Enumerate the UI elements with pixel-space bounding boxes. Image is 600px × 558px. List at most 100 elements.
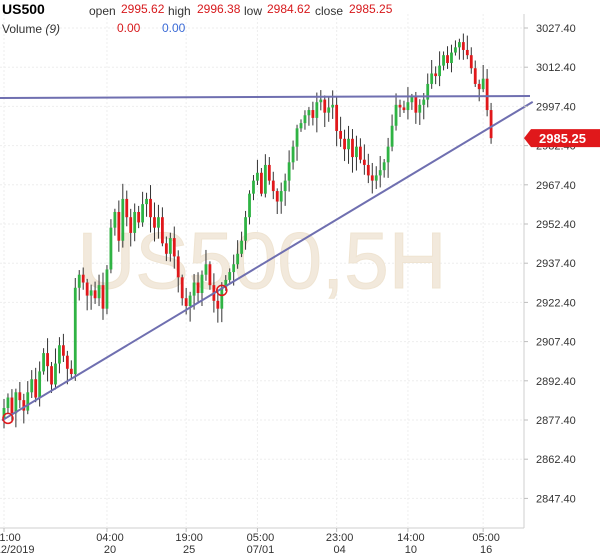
candle-body bbox=[105, 269, 109, 309]
candle-body bbox=[26, 392, 30, 411]
candle-body bbox=[366, 164, 370, 176]
chart-grid bbox=[0, 14, 525, 529]
candle-down bbox=[469, 47, 473, 74]
candle-up bbox=[38, 361, 42, 407]
candle-body bbox=[311, 110, 315, 118]
close-label: close bbox=[315, 4, 344, 18]
candle-down bbox=[267, 157, 271, 185]
candle-body bbox=[319, 99, 323, 103]
candle-up bbox=[6, 393, 10, 414]
candle-body bbox=[164, 243, 168, 254]
candle-up bbox=[315, 92, 319, 133]
candle-body bbox=[22, 400, 26, 411]
candle-body bbox=[54, 363, 57, 385]
candle-body bbox=[275, 191, 279, 202]
candle-body bbox=[402, 107, 406, 111]
candle-body bbox=[327, 107, 331, 113]
candle-up bbox=[133, 203, 137, 242]
candle-down bbox=[339, 116, 342, 147]
candle-up bbox=[30, 370, 34, 398]
candle-body bbox=[446, 55, 449, 64]
candle-down bbox=[434, 66, 438, 85]
trendline-touch-marker bbox=[2, 412, 14, 425]
candle-up bbox=[157, 204, 160, 239]
candle-up bbox=[374, 166, 378, 190]
candle-body bbox=[303, 115, 307, 124]
last-price-tag: 2985.25 bbox=[524, 129, 600, 148]
candle-down bbox=[18, 381, 22, 409]
candle-body bbox=[192, 282, 196, 296]
candle-up bbox=[141, 191, 144, 227]
candle-body bbox=[283, 180, 287, 192]
candle-up bbox=[382, 159, 386, 178]
volume-value-down: 0.00 bbox=[117, 21, 141, 35]
candle-body bbox=[34, 379, 38, 398]
resistance-line[interactable] bbox=[0, 94, 531, 99]
candlestick-series bbox=[2, 33, 493, 429]
candle-body bbox=[10, 397, 14, 414]
candle-down bbox=[101, 272, 105, 320]
candle-body bbox=[418, 104, 422, 113]
candle-up bbox=[2, 398, 6, 429]
candle-body bbox=[323, 99, 327, 113]
candle-body bbox=[240, 240, 243, 254]
candle-body bbox=[58, 345, 61, 364]
candle-body bbox=[137, 211, 141, 223]
open-label: open bbox=[89, 4, 116, 18]
candle-body bbox=[260, 172, 263, 194]
candle-up bbox=[327, 96, 331, 122]
candle-up bbox=[105, 265, 109, 315]
candle-body bbox=[224, 279, 228, 288]
y-tick-label: 2907.40 bbox=[536, 337, 576, 349]
candle-up bbox=[355, 135, 358, 171]
candle-body bbox=[414, 96, 418, 113]
candle-down bbox=[10, 389, 14, 423]
x-tick-date: 07/01 bbox=[247, 544, 275, 556]
candle-body bbox=[149, 198, 152, 218]
x-tick-time: 05:00 bbox=[247, 532, 275, 544]
x-tick-time: 05:00 bbox=[472, 532, 500, 544]
high-value: 2996.38 bbox=[197, 2, 241, 16]
candle-down bbox=[125, 190, 129, 227]
candle-up bbox=[145, 192, 148, 217]
candle-up bbox=[291, 140, 295, 170]
candle-down bbox=[172, 226, 176, 269]
candle-down bbox=[46, 338, 49, 382]
candle-down bbox=[446, 46, 449, 69]
candle-up bbox=[168, 232, 172, 262]
candle-body bbox=[14, 392, 18, 414]
candle-body bbox=[362, 159, 366, 165]
candle-body bbox=[461, 42, 465, 50]
trendline-touch-marker bbox=[216, 284, 228, 297]
candle-body bbox=[394, 104, 398, 126]
candle-down bbox=[85, 278, 89, 311]
candle-down bbox=[149, 185, 152, 233]
candle-body bbox=[46, 353, 49, 367]
candle-down bbox=[275, 188, 279, 215]
candle-up bbox=[14, 388, 18, 428]
candle-up bbox=[89, 284, 93, 310]
candle-body bbox=[65, 355, 69, 369]
candle-body bbox=[236, 253, 240, 265]
candle-down bbox=[398, 99, 402, 117]
y-axis: 3027.403012.402997.402982.402967.402952.… bbox=[524, 23, 576, 505]
candle-body bbox=[180, 277, 184, 299]
candle-body bbox=[73, 287, 77, 375]
candle-up bbox=[450, 44, 453, 73]
candle-body bbox=[97, 285, 101, 299]
candle-body bbox=[390, 125, 394, 147]
volume-label: Volume (9) bbox=[2, 22, 61, 36]
candle-body bbox=[77, 274, 81, 288]
candle-body bbox=[232, 264, 236, 273]
support-trendline[interactable] bbox=[1, 100, 534, 422]
candle-down bbox=[62, 333, 65, 362]
candle-up bbox=[331, 90, 335, 119]
candle-body bbox=[315, 102, 319, 118]
trendlines[interactable] bbox=[0, 94, 534, 425]
candle-body bbox=[386, 146, 390, 163]
low-value: 2984.62 bbox=[267, 2, 311, 16]
candle-down bbox=[461, 33, 465, 60]
y-tick-label: 2937.40 bbox=[536, 258, 576, 270]
candle-body bbox=[335, 104, 339, 131]
